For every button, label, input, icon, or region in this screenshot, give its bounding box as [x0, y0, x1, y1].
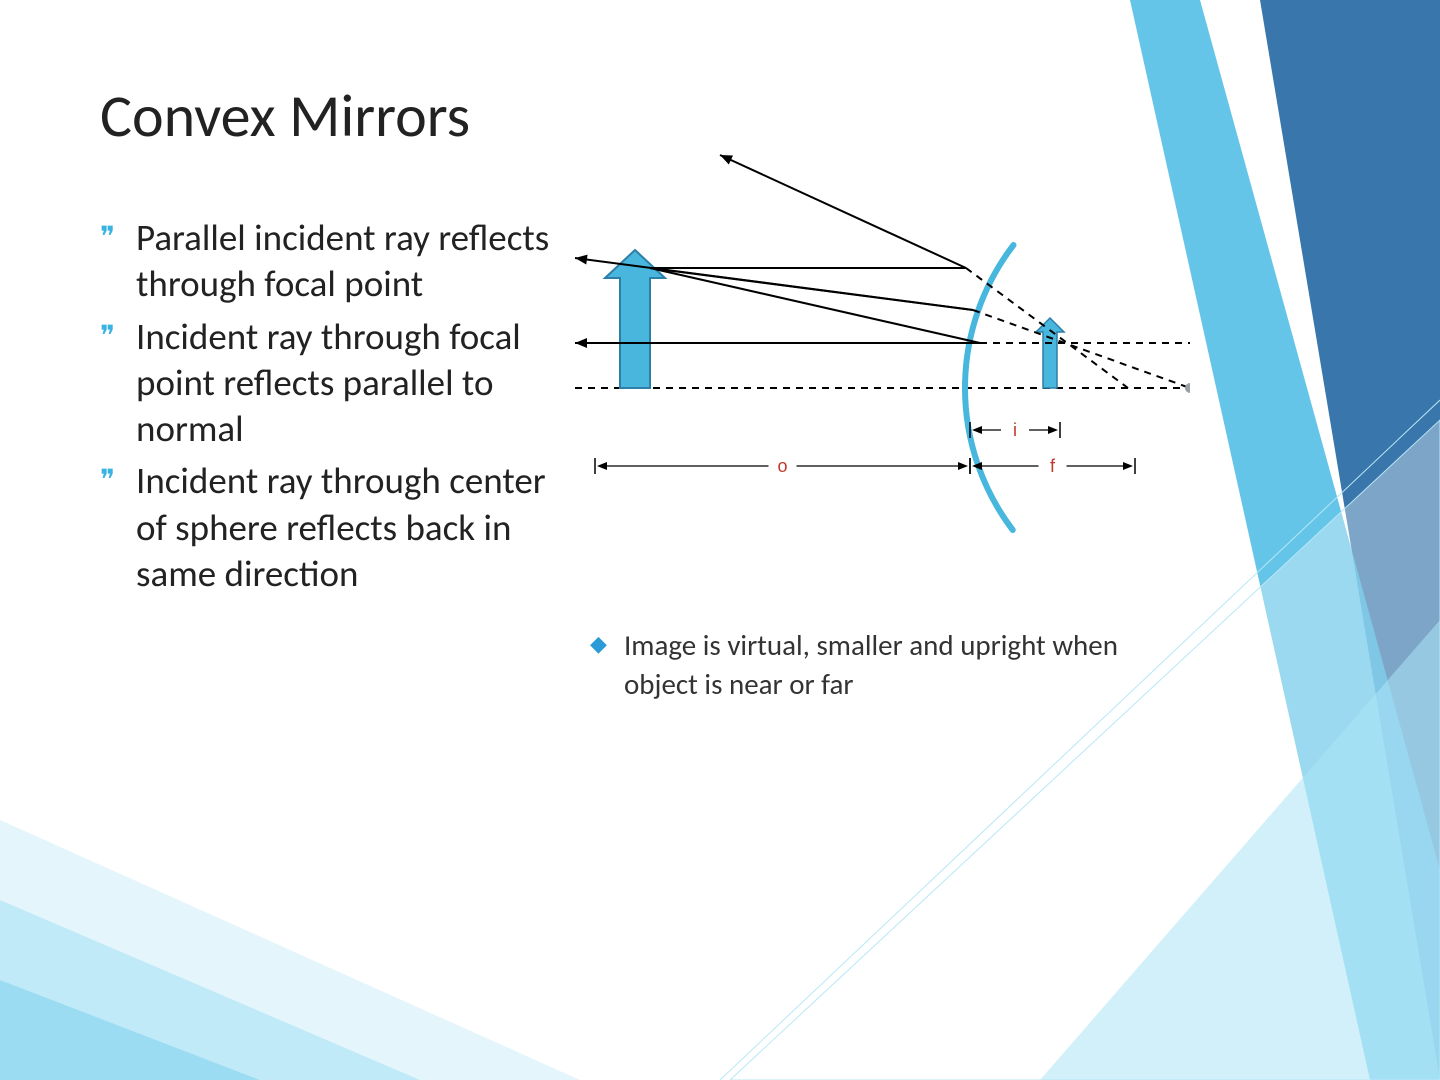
slide: Convex Mirrors ❞ Parallel incident ray r…	[0, 0, 1440, 1080]
bullet-item: ❞ Incident ray through focal point refle…	[100, 314, 570, 453]
svg-text:f: f	[1050, 456, 1056, 476]
ray-diagram: o i f	[560, 130, 1190, 530]
bullet-text: Incident ray through focal point reflect…	[136, 314, 570, 453]
slide-title: Convex Mirrors	[100, 80, 470, 153]
bullet-item: ❞ Incident ray through center of sphere …	[100, 458, 570, 597]
note-text: Image is virtual, smaller and upright wh…	[624, 626, 1150, 704]
bullet-marker-icon: ❞	[100, 314, 136, 358]
bullet-text: Parallel incident ray reflects through f…	[136, 215, 570, 308]
bullet-marker-icon: ❞	[100, 458, 136, 502]
bullet-list: ❞ Parallel incident ray reflects through…	[100, 215, 570, 603]
bullet-item: ❞ Parallel incident ray reflects through…	[100, 215, 570, 308]
svg-text:i: i	[1013, 420, 1017, 440]
diamond-bullet-icon: ◆	[590, 626, 624, 662]
image-properties-note: ◆ Image is virtual, smaller and upright …	[590, 626, 1150, 704]
bullet-text: Incident ray through center of sphere re…	[136, 458, 570, 597]
svg-text:o: o	[777, 456, 787, 476]
bullet-marker-icon: ❞	[100, 215, 136, 259]
